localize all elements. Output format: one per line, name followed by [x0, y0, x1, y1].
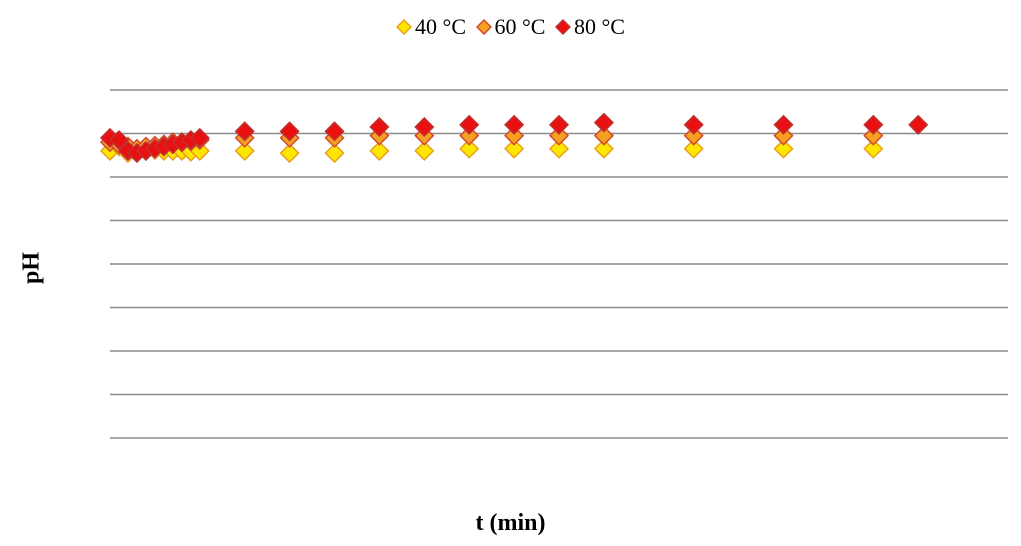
data-point[interactable] [279, 143, 300, 164]
data-point[interactable] [414, 140, 435, 161]
data-point[interactable] [593, 125, 614, 146]
data-point[interactable] [369, 140, 390, 161]
legend-marker-40c [396, 19, 413, 35]
legend-label-40c: 40 °C [415, 14, 466, 39]
data-point[interactable] [504, 125, 525, 146]
legend-marker-60c [475, 19, 492, 35]
data-point[interactable] [863, 138, 884, 159]
y-axis-label: pH [18, 251, 45, 285]
legend-label-60c: 60 °C [494, 14, 546, 39]
series-2 [99, 112, 929, 164]
data-point[interactable] [324, 121, 345, 142]
data-point[interactable] [504, 114, 525, 135]
data-point[interactable] [683, 125, 704, 146]
data-point[interactable] [548, 138, 570, 159]
data-point[interactable] [414, 116, 435, 138]
data-point[interactable] [683, 138, 704, 159]
legend-label-80c: 80 °C [573, 14, 625, 39]
data-point[interactable] [369, 116, 390, 138]
data-point[interactable] [459, 138, 480, 159]
data-point[interactable] [324, 143, 345, 164]
legend-marker-80c [554, 19, 571, 35]
data-point[interactable] [108, 129, 130, 151]
data-point[interactable] [459, 125, 480, 146]
series-1 [99, 125, 884, 159]
data-point[interactable] [459, 114, 480, 135]
x-axis-label: t (min) [475, 510, 546, 536]
data-point[interactable] [773, 125, 794, 146]
data-point[interactable] [234, 121, 255, 142]
data-point[interactable] [863, 114, 884, 135]
legend-item-80c[interactable]: 80 °C [554, 14, 625, 40]
data-point[interactable] [504, 138, 525, 159]
data-point[interactable] [593, 112, 614, 133]
series-0 [99, 136, 884, 164]
data-point[interactable] [234, 140, 255, 161]
legend-item-60c[interactable]: 60 °C [475, 14, 546, 40]
legend: 40 °C 60 °C 80 °C [0, 14, 1021, 41]
data-point[interactable] [683, 114, 704, 135]
data-point[interactable] [773, 114, 794, 135]
data-point[interactable] [773, 138, 794, 159]
data-point[interactable] [279, 121, 300, 142]
data-points [99, 112, 929, 164]
data-point[interactable] [908, 114, 929, 135]
data-point[interactable] [548, 125, 570, 146]
legend-item-40c[interactable]: 40 °C [396, 14, 466, 40]
data-point[interactable] [189, 127, 210, 148]
data-point[interactable] [593, 138, 614, 159]
data-point[interactable] [863, 125, 884, 146]
data-point[interactable] [548, 114, 570, 135]
